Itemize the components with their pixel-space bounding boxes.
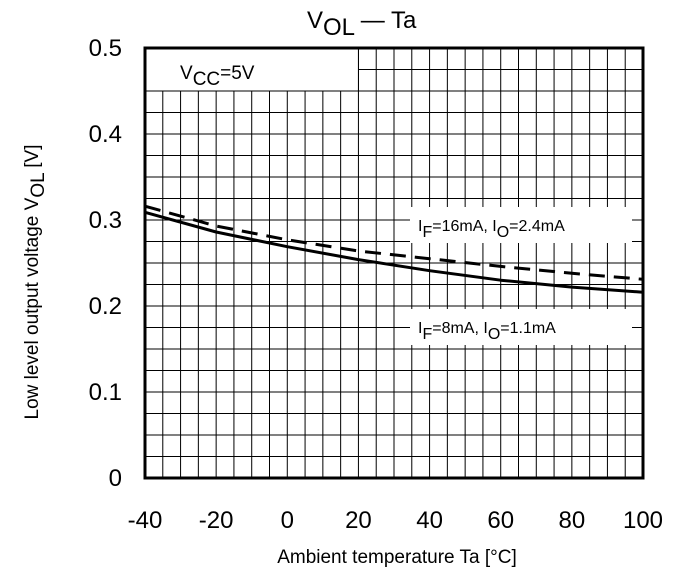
series-line-dashed bbox=[144, 204, 644, 281]
series-label: IF=8mA, IO=1.1mA bbox=[418, 320, 556, 343]
x-tick-label: 20 bbox=[345, 507, 372, 534]
x-axis-label: Ambient temperature Ta [°C] bbox=[277, 547, 517, 568]
grid bbox=[145, 48, 643, 478]
series-label-background bbox=[410, 207, 632, 243]
tick-labels: -40 -20 0 20 40 60 80 100 0 0.1 0.2 0.3 0.4 0.5 bbox=[89, 35, 663, 534]
plot-border bbox=[143, 46, 645, 480]
y-tick-label: 0.5 bbox=[89, 35, 122, 62]
series-label-background bbox=[410, 309, 632, 345]
plot-frame bbox=[143, 46, 645, 480]
x-tick-label: 80 bbox=[559, 507, 586, 534]
y-tick-label: 0.2 bbox=[89, 293, 122, 320]
condition-box: VCC=5V bbox=[144, 47, 632, 345]
condition-box-frame bbox=[144, 47, 359, 92]
y-tick-label: 0.1 bbox=[89, 379, 122, 406]
x-tick-label: -20 bbox=[199, 507, 234, 534]
y-axis-label: Low level output voltage VOL [V] bbox=[22, 145, 49, 420]
x-tick-label: 100 bbox=[623, 507, 663, 534]
y-tick-label: 0.3 bbox=[89, 207, 122, 234]
x-tick-label: -40 bbox=[128, 507, 163, 534]
y-tick-label: 0.4 bbox=[89, 121, 122, 148]
series-line-solid bbox=[144, 210, 644, 294]
chart-title: VOL — Ta bbox=[307, 7, 417, 41]
x-tick-label: 0 bbox=[281, 507, 294, 534]
x-tick-label: 60 bbox=[487, 507, 514, 534]
series-lines bbox=[144, 204, 644, 294]
chart-labels: IF=16mA, IO=2.4mA IF=8mA, IO=1.1mA VOL — T… bbox=[22, 7, 565, 568]
y-tick-label: 0 bbox=[109, 465, 122, 492]
x-tick-label: 40 bbox=[416, 507, 443, 534]
condition-label: VCC=5V bbox=[180, 63, 255, 90]
series-label: IF=16mA, IO=2.4mA bbox=[418, 218, 565, 241]
